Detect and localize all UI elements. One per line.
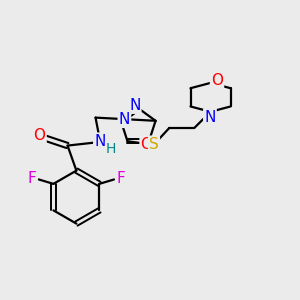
- Text: N: N: [119, 112, 130, 127]
- Text: O: O: [211, 73, 223, 88]
- Text: N: N: [204, 110, 216, 124]
- Text: F: F: [116, 171, 125, 186]
- Text: N: N: [129, 98, 140, 113]
- Text: O: O: [34, 128, 46, 143]
- Text: N: N: [94, 134, 106, 149]
- Text: H: H: [106, 142, 116, 155]
- Text: O: O: [141, 137, 153, 152]
- Text: S: S: [149, 137, 159, 152]
- Text: F: F: [28, 171, 37, 186]
